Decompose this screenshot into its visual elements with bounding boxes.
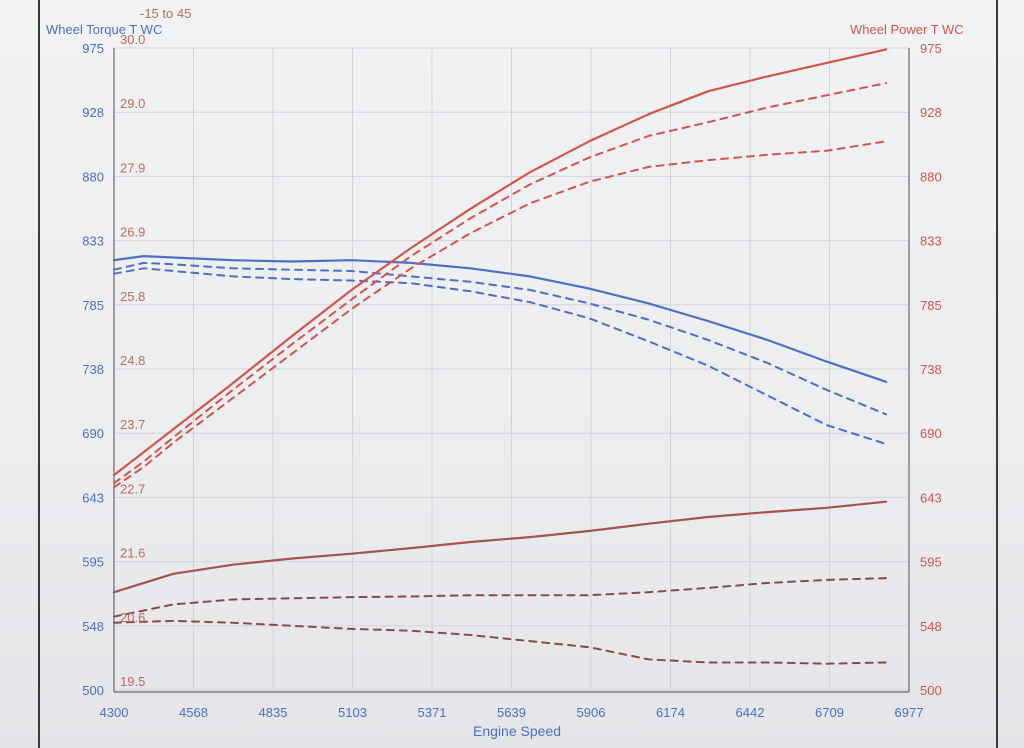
right-tick-label: 643: [920, 490, 942, 505]
x-tick-label: 4300: [100, 705, 129, 720]
left2-tick-label: 25.8: [120, 289, 145, 304]
left2-tick-label: 26.9: [120, 225, 145, 240]
left-tick-label: 785: [82, 298, 104, 313]
right-tick-label: 500: [920, 683, 942, 698]
x-tick-label: 5639: [497, 705, 526, 720]
left-axis-title: Wheel Torque T WC: [46, 22, 162, 37]
right-tick-label: 548: [920, 619, 942, 634]
tick-labels: 4300 4568 4835 5103 5371 5639 5906 6174 6442 6709…: [82, 32, 941, 720]
left2-tick-label: 24.8: [120, 353, 145, 368]
series-line-3: [113, 267, 888, 445]
series-layer: [112, 48, 888, 665]
left2-tick-label: 22.7: [120, 481, 145, 496]
left-tick-label: 500: [82, 683, 104, 698]
x-tick-label: 5103: [338, 705, 367, 720]
x-tick-label: 4835: [259, 705, 288, 720]
left2-tick-label: 21.6: [120, 546, 145, 561]
right-axis-title: Wheel Power T WC: [850, 22, 964, 37]
left2-tick-label: 19.5: [120, 674, 145, 689]
series-line-7: [112, 500, 888, 594]
series-line-4: [112, 48, 888, 477]
left-axis-2-title: -15 to 45: [140, 6, 191, 21]
x-tick-label: 5371: [418, 705, 447, 720]
left-tick-label: 738: [82, 362, 104, 377]
grid: [113, 47, 910, 693]
x-tick-label: 4568: [179, 705, 208, 720]
left-tick-label: 833: [82, 234, 104, 249]
series-line-6: [113, 140, 888, 489]
x-tick-label: 6709: [815, 705, 844, 720]
right-tick-label: 975: [920, 41, 942, 56]
x-tick-label: 5906: [577, 705, 606, 720]
right-tick-label: 833: [920, 234, 942, 249]
right-tick-label: 880: [920, 169, 942, 184]
series-line-8: [113, 577, 888, 618]
right-tick-label: 738: [920, 362, 942, 377]
right-tick-label: 690: [920, 426, 942, 441]
chart-frame: [38, 0, 998, 748]
left2-tick-label: 29.0: [120, 96, 145, 111]
left2-tick-label: 20.6: [120, 610, 145, 625]
left-tick-label: 880: [82, 169, 104, 184]
left2-tick-label: 27.9: [120, 160, 145, 175]
x-axis-title: Engine Speed: [473, 723, 561, 739]
left-tick-label: 928: [82, 105, 104, 120]
right-tick-label: 928: [920, 105, 942, 120]
x-tick-label: 6174: [656, 705, 685, 720]
left2-tick-label: 30.0: [120, 32, 145, 47]
left-tick-label: 548: [82, 619, 104, 634]
series-line-1: [112, 255, 888, 383]
left-tick-label: 643: [82, 490, 104, 505]
series-line-5: [113, 82, 888, 485]
left-tick-label: 975: [82, 41, 104, 56]
left-tick-label: 690: [82, 426, 104, 441]
right-tick-label: 785: [920, 298, 942, 313]
series-line-2: [113, 261, 888, 416]
x-tick-label: 6442: [736, 705, 765, 720]
left2-tick-label: 23.7: [120, 417, 145, 432]
left-tick-label: 595: [82, 555, 104, 570]
series-line-9: [113, 619, 888, 665]
x-tick-label: 6977: [895, 705, 924, 720]
right-tick-label: 595: [920, 555, 942, 570]
